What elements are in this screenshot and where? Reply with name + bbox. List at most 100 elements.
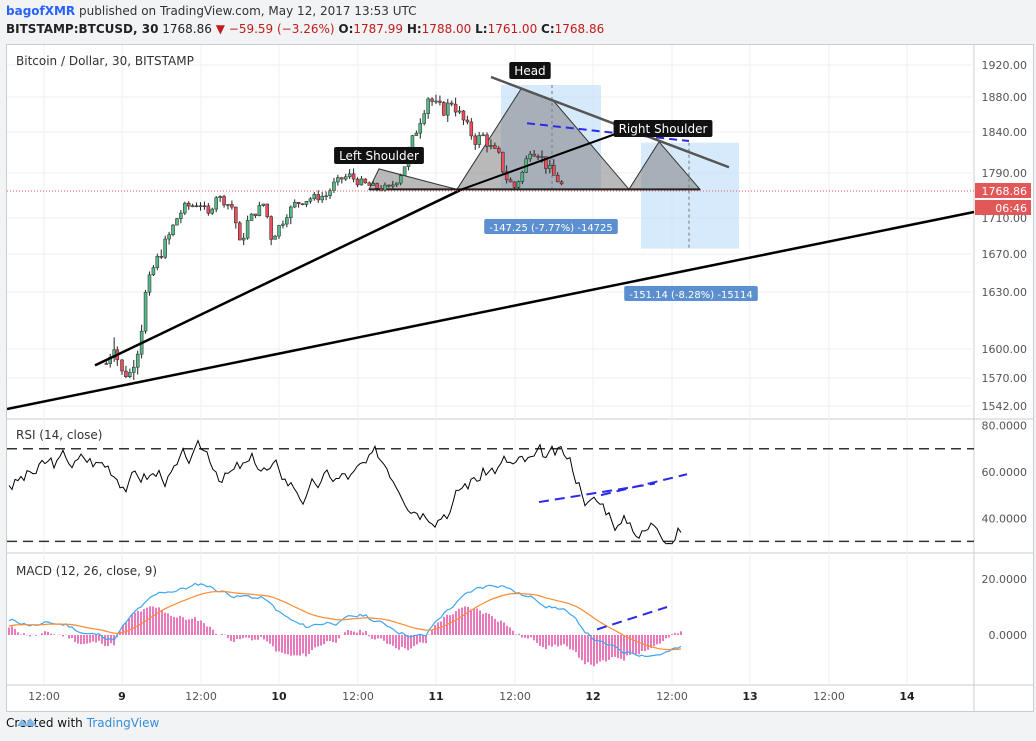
time-tick-label: 10 xyxy=(271,690,287,703)
publish-line: bagofXMR published on TradingView.com, M… xyxy=(6,4,417,18)
candle-body xyxy=(532,153,536,157)
macd-line xyxy=(8,582,682,658)
candle-body xyxy=(253,213,258,216)
candle-body xyxy=(167,234,171,240)
time-tick-label: 12:00 xyxy=(813,690,845,703)
candle-body xyxy=(371,183,375,186)
tradingview-logo-icon xyxy=(17,718,37,726)
candle-body xyxy=(461,110,466,121)
candle-body xyxy=(469,121,474,137)
candle-body xyxy=(147,274,152,293)
chart-area[interactable]: Left Shoulder Head Right Shoulder -147.25 (… xyxy=(6,44,1034,712)
head-label-bg xyxy=(509,62,551,79)
candle-body xyxy=(363,178,368,184)
time-tick-label: 12:00 xyxy=(185,690,217,703)
candle-body xyxy=(508,179,513,183)
head-label: Head xyxy=(514,64,545,78)
rsi-tick-label: 40.0000 xyxy=(982,512,1028,525)
candle-body xyxy=(289,206,293,218)
candle-body xyxy=(265,203,269,217)
price-tick-label: 1920.00 xyxy=(982,59,1028,72)
candle-body xyxy=(214,197,218,210)
candle-body xyxy=(171,224,175,235)
candle-body xyxy=(426,98,430,114)
open-label: O: xyxy=(338,22,354,36)
tradingview-brand-link[interactable]: TradingView xyxy=(86,716,160,730)
candle-body xyxy=(359,178,364,186)
candle-body xyxy=(198,205,203,207)
candle-body xyxy=(328,190,332,197)
author-link[interactable]: bagofXMR xyxy=(6,4,76,18)
time-tick-label: 11 xyxy=(428,690,443,703)
candle-body xyxy=(375,183,379,189)
left-shoulder-label: Left Shoulder xyxy=(339,149,419,163)
candle-body xyxy=(210,208,215,214)
candle-body xyxy=(308,198,313,202)
candle-body xyxy=(347,173,352,178)
candle-body xyxy=(234,206,238,224)
rsi-tick-label: 80.0000 xyxy=(982,420,1028,433)
price-badge xyxy=(975,183,1031,198)
candle-body xyxy=(500,151,505,173)
price-tick-label: 1670.00 xyxy=(982,248,1028,261)
candle-body xyxy=(355,178,360,186)
candle-body xyxy=(261,203,266,206)
last-price: 1768.86 xyxy=(162,22,212,36)
candle-body xyxy=(206,205,211,214)
candle-body xyxy=(143,291,148,332)
candle-body xyxy=(218,196,222,198)
macd-pane xyxy=(8,582,682,667)
candle-body xyxy=(202,205,207,207)
price-pane: Left Shoulder Head Right Shoulder -147.25 (… xyxy=(7,62,975,411)
price-tick-label: 1542.00 xyxy=(982,400,1028,413)
support-trendline xyxy=(94,188,463,367)
candle-body xyxy=(320,195,324,201)
falling-trendline xyxy=(490,75,730,169)
candle-body xyxy=(163,238,167,258)
low-value: 1761.00 xyxy=(487,22,538,36)
candle-body xyxy=(336,177,340,183)
candle-body xyxy=(300,203,305,205)
rsi-divergence-line xyxy=(600,473,688,497)
candle-body xyxy=(183,202,187,214)
candle-body xyxy=(194,205,199,207)
candle-body xyxy=(489,145,493,147)
macd-tick-label: 20.0000 xyxy=(982,573,1028,586)
rsi-line xyxy=(8,439,682,545)
candle-body xyxy=(434,100,438,103)
candle-body xyxy=(238,222,242,241)
candle-body xyxy=(422,113,426,124)
candle-body xyxy=(304,201,309,205)
candle-body xyxy=(269,216,273,240)
candle-body xyxy=(324,195,328,198)
chart-svg[interactable]: Left Shoulder Head Right Shoulder -147.25 (… xyxy=(7,45,1033,711)
candle-body xyxy=(245,220,250,239)
measure-label: -151.14 (-8.28%) -15114 xyxy=(629,290,753,301)
candle-body xyxy=(332,181,336,191)
candle-body xyxy=(351,173,356,180)
candle-body xyxy=(438,100,442,103)
candle-body xyxy=(540,156,544,158)
time-tick-label: 13 xyxy=(742,690,757,703)
left-shoulder-label-bg xyxy=(334,147,424,164)
price-tick-label: 1840.00 xyxy=(982,126,1028,139)
signal-line xyxy=(8,590,682,651)
candle-body xyxy=(128,372,132,378)
candle-body xyxy=(159,256,163,258)
candle-body xyxy=(151,267,156,276)
high-value: 1788.00 xyxy=(421,22,472,36)
candle-body xyxy=(446,102,450,116)
measure-label-bg xyxy=(624,286,758,301)
right-shoulder-label-bg xyxy=(613,120,713,137)
time-tick-label: 12 xyxy=(585,690,600,703)
candle-body xyxy=(230,204,234,208)
candle-body xyxy=(367,182,372,186)
candle-body xyxy=(516,181,521,188)
macd-divergence-line xyxy=(596,606,668,631)
candle-body xyxy=(387,184,391,187)
candle-body xyxy=(132,366,136,373)
candle-body xyxy=(277,225,281,237)
time-tick-label: 9 xyxy=(118,690,126,703)
axes: 1920.00 1880.00 1840.00 1790.00 1710.00 1670.… xyxy=(28,59,1031,703)
macd-tick-label: 0.0000 xyxy=(989,629,1028,642)
